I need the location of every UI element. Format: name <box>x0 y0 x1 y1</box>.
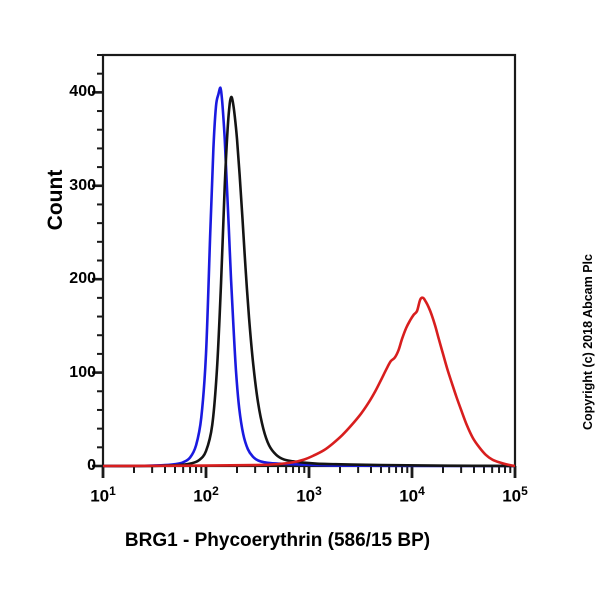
y-tick-label: 400 <box>69 83 96 101</box>
histogram-curve <box>103 95 515 468</box>
x-axis-ticks <box>101 466 517 478</box>
y-tick-label: 0 <box>87 457 96 474</box>
y-tick-label: 300 <box>69 176 96 194</box>
x-tick-label: 102 <box>193 484 219 506</box>
x-tick-label: 101 <box>90 484 116 506</box>
y-axis-tick-labels: 0 100 200 300 400 <box>44 0 96 600</box>
histogram-curve <box>103 86 515 468</box>
y-tick-label: 200 <box>69 270 96 288</box>
x-tick-label: 104 <box>399 484 425 506</box>
histogram-curve <box>103 296 515 468</box>
x-tick-label: 103 <box>296 484 322 506</box>
y-axis-title: Count <box>44 169 67 231</box>
x-axis-title: BRG1 - Phycoerythrin (586/15 BP) <box>124 530 431 551</box>
y-tick-label: 100 <box>69 363 96 381</box>
y-axis-ticks <box>92 54 103 468</box>
x-tick-label: 105 <box>502 484 528 506</box>
histogram-curves <box>103 86 515 468</box>
copyright-notice: Copyright (c) 2018 Abcam Plc <box>581 254 595 430</box>
